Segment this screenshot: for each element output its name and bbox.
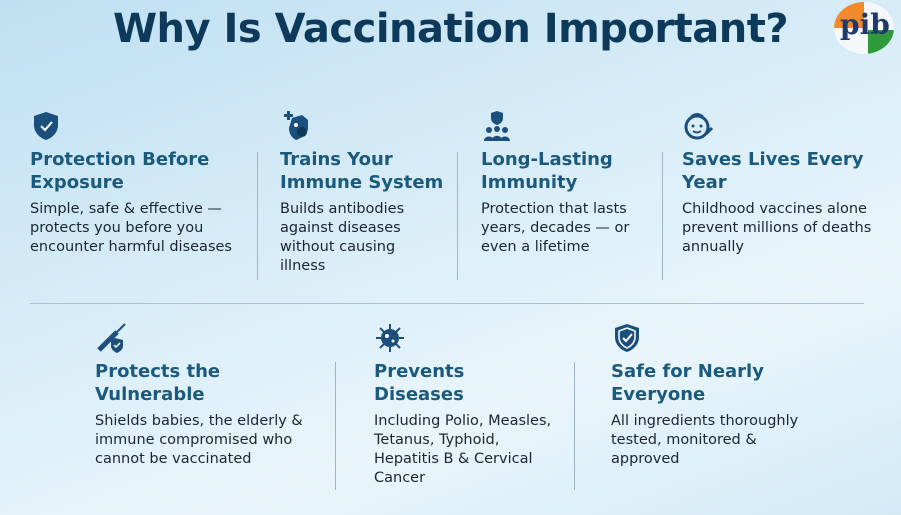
horizontal-divider — [30, 303, 864, 304]
card-heading: Saves Lives Every Year — [682, 149, 864, 193]
card-saves-lives: Saves Lives Every Year Childhood vaccine… — [682, 110, 872, 257]
divider — [457, 152, 458, 280]
card-protection-before-exposure: Protection Before Exposure Simple, safe … — [30, 110, 245, 257]
card-heading: Protection Before Exposure — [30, 149, 210, 193]
card-heading: Trains Your Immune System — [280, 149, 444, 193]
card-body: All ingredients thoroughly tested, monit… — [611, 413, 799, 467]
virus-icon — [376, 324, 404, 352]
card-heading: Prevents Diseases — [374, 361, 465, 405]
child-face-icon — [684, 113, 714, 140]
card-long-lasting-immunity: Long-Lasting Immunity Protection that la… — [481, 110, 651, 257]
card-body: Builds antibodies against diseases witho… — [280, 201, 405, 274]
card-protects-vulnerable: Protects the Vulnerable Shields babies, … — [95, 322, 320, 469]
divider — [335, 362, 336, 490]
card-body: Including Polio, Measles, Tetanus, Typho… — [374, 413, 552, 486]
card-safe-for-everyone: Safe for Nearly Everyone All ingredients… — [611, 322, 811, 469]
shield-check-icon — [34, 112, 58, 140]
card-heading: Long-Lasting Immunity — [481, 149, 613, 193]
divider — [574, 362, 575, 490]
divider — [662, 152, 663, 280]
shield-check-icon — [615, 324, 639, 352]
syringe-shield-icon — [97, 323, 126, 353]
immune-shield-virus-icon — [284, 111, 308, 140]
card-body: Childhood vaccines alone prevent million… — [682, 201, 872, 255]
card-heading: Protects the Vulnerable — [95, 361, 221, 405]
card-body: Shields babies, the elderly & immune com… — [95, 413, 303, 467]
pib-logo: pib — [834, 2, 894, 54]
divider — [257, 152, 258, 280]
people-shield-icon — [484, 111, 510, 141]
card-prevents-diseases: Prevents Diseases Including Polio, Measl… — [374, 322, 559, 488]
card-body: Simple, safe & effective — protects you … — [30, 201, 232, 255]
card-trains-immune-system: Trains Your Immune System Builds antibod… — [280, 110, 445, 276]
card-body: Protection that lasts years, decades — o… — [481, 201, 630, 255]
page-title: Why Is Vaccination Important? — [112, 6, 789, 52]
card-heading: Safe for Nearly Everyone — [611, 361, 764, 405]
